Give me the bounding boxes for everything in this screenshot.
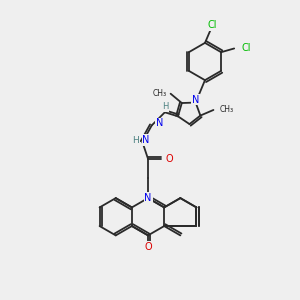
Text: O: O	[166, 154, 174, 164]
Text: CH₃: CH₃	[219, 106, 233, 115]
Text: N: N	[144, 193, 152, 203]
Text: N: N	[192, 94, 199, 105]
Text: Cl: Cl	[241, 44, 250, 53]
Text: H: H	[162, 102, 168, 111]
Text: Cl: Cl	[208, 20, 217, 30]
Text: CH₃: CH₃	[153, 89, 167, 98]
Text: H: H	[132, 136, 139, 145]
Text: O: O	[144, 242, 152, 252]
Text: N: N	[156, 118, 163, 128]
Text: N: N	[142, 135, 150, 145]
